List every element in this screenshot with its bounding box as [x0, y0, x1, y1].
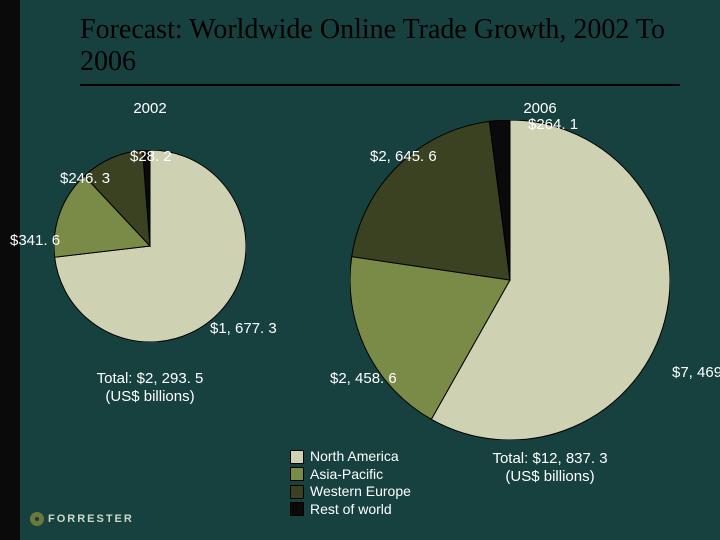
total-2002-line2: (US$ billions) — [97, 388, 204, 406]
legend-item-na: North America — [290, 448, 411, 466]
value-label-341-6: $341. 6 — [10, 232, 60, 249]
total-2006-line1: Total: $12, 837. 3 — [492, 450, 607, 468]
value-label-246-3: $246. 3 — [60, 170, 110, 187]
legend-label-rw: Rest of world — [310, 501, 392, 519]
legend-item-rw: Rest of world — [290, 501, 411, 519]
legend-label-na: North America — [310, 448, 399, 466]
legend-swatch-na — [290, 450, 304, 464]
value-label-28-2: $28. 2 — [130, 148, 172, 165]
bg-stripe-left — [0, 0, 20, 540]
legend-swatch-ap — [290, 467, 304, 481]
forrester-logo: FORRESTER — [30, 512, 134, 526]
total-2002-line1: Total: $2, 293. 5 — [97, 370, 204, 388]
value-label-2645-6: $2, 645. 6 — [370, 148, 437, 165]
title-underline — [80, 84, 680, 86]
logo-icon — [30, 512, 44, 526]
total-2006-line2: (US$ billions) — [492, 468, 607, 486]
legend-swatch-rw — [290, 502, 304, 516]
total-2006: Total: $12, 837. 3 (US$ billions) — [492, 450, 607, 486]
year-label-2002: 2002 — [133, 100, 166, 117]
title-block: Forecast: Worldwide Online Trade Growth,… — [80, 14, 680, 78]
value-label-7469-0: $7, 469. 0 — [672, 364, 720, 381]
total-2002: Total: $2, 293. 5 (US$ billions) — [97, 370, 204, 406]
legend-item-we: Western Europe — [290, 483, 411, 501]
value-label-264-1: $264. 1 — [528, 116, 578, 133]
legend-label-ap: Asia-Pacific — [310, 466, 383, 484]
logo-text: FORRESTER — [48, 513, 134, 525]
legend: North America Asia-Pacific Western Europ… — [290, 448, 411, 518]
slide: Forecast: Worldwide Online Trade Growth,… — [0, 0, 720, 540]
pie-chart-2006 — [350, 120, 670, 440]
value-label-1677-3: $1, 677. 3 — [210, 320, 277, 337]
slide-title: Forecast: Worldwide Online Trade Growth,… — [80, 14, 680, 78]
year-label-2006: 2006 — [523, 100, 556, 117]
legend-label-we: Western Europe — [310, 483, 411, 501]
legend-swatch-we — [290, 485, 304, 499]
legend-item-ap: Asia-Pacific — [290, 466, 411, 484]
value-label-2458-6: $2, 458. 6 — [330, 370, 397, 387]
